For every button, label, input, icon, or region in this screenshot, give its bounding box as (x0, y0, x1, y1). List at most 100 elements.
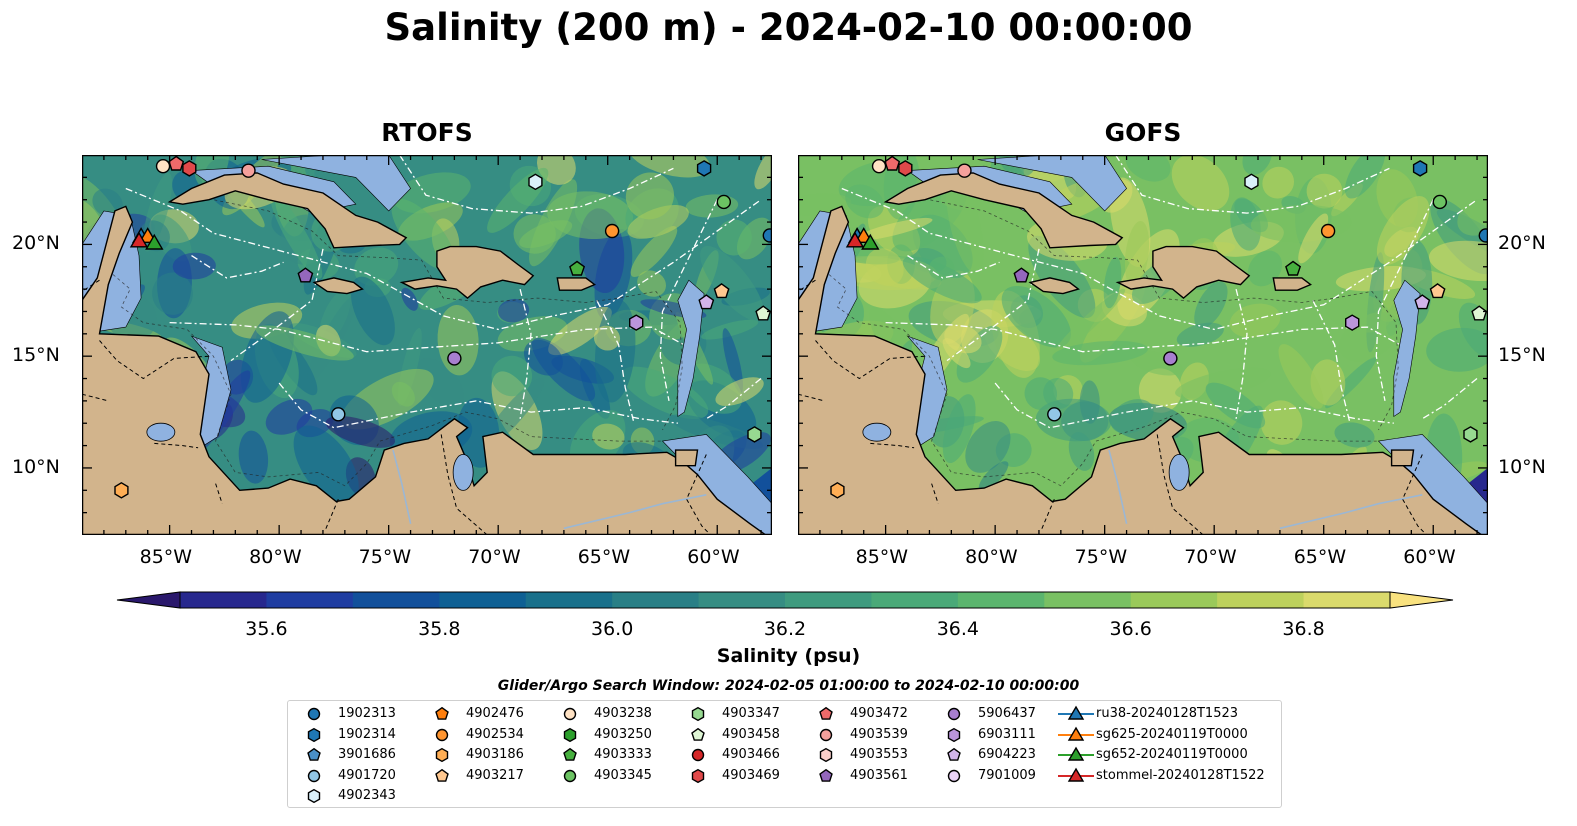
lon-tick-label: 85°W (855, 546, 909, 568)
legend-marker-icon (435, 706, 449, 720)
marker-4903458 (691, 727, 705, 741)
marker-4903217 (435, 768, 449, 782)
marker-4903539 (957, 163, 972, 178)
colorbar-label: Salinity (psu) (716, 645, 861, 667)
marker-4903469 (182, 160, 197, 177)
marker-1902314 (696, 160, 712, 177)
colorbar-segment (1044, 592, 1132, 608)
lat-tick-label: 10°N (1498, 455, 1546, 478)
colorbar-segment (871, 592, 959, 608)
marker-4903186 (114, 481, 129, 499)
colorbar-segment (612, 592, 700, 608)
legend-item-label: 4903553 (850, 747, 908, 762)
lat-tick-label: 15°N (12, 344, 60, 367)
map-panel-rtofs (82, 155, 772, 535)
marker-4903458 (755, 305, 772, 321)
map-panel-gofs (798, 155, 1488, 535)
marker-4902343 (1244, 173, 1259, 191)
legend-marker-icon (563, 747, 577, 761)
legend-marker-icon (947, 727, 961, 742)
legend-marker-icon (947, 707, 961, 721)
legend-marker-icon (819, 768, 833, 782)
marker-7901009 (947, 769, 961, 782)
legend-marker-icon (307, 727, 321, 742)
marker-4902534 (1320, 223, 1336, 239)
marker-4903238 (871, 158, 887, 174)
figure-title: Salinity (200 m) - 2024-02-10 00:00:00 (384, 6, 1193, 49)
lon-tick-label: 70°W (468, 546, 521, 568)
legend-marker-icon (947, 769, 961, 782)
marker-4903347 (691, 706, 705, 722)
marker-6903111 (1345, 314, 1360, 331)
colorbar-tick-label: 35.6 (245, 618, 288, 640)
marker-4903345 (716, 194, 732, 210)
marker-6904223 (698, 294, 715, 310)
marker-4903217 (1429, 283, 1446, 299)
marker-4903333 (569, 260, 586, 276)
marker-4903333 (1285, 260, 1302, 276)
legend-marker-icon (819, 728, 833, 741)
legend-marker-icon (1058, 726, 1094, 741)
legend-marker-icon (1058, 746, 1094, 761)
colorbar-extend-high (1389, 591, 1454, 609)
marker-4903539 (241, 163, 256, 178)
legend-marker-icon (691, 768, 705, 783)
marker-4903553 (819, 747, 833, 763)
legend-marker-icon (435, 768, 449, 782)
colorbar-tick-label: 36.4 (936, 618, 979, 640)
marker-1902313 (762, 228, 772, 243)
lon-tick-label: 65°W (1293, 546, 1347, 568)
colorbar-segment (785, 592, 872, 608)
colorbar-tick-label: 36.2 (763, 618, 807, 640)
legend-item-label: 3901686 (338, 747, 396, 762)
legend-marker-icon (691, 748, 705, 762)
marker-6904223 (1414, 294, 1431, 310)
marker-4903472 (819, 706, 833, 720)
legend-marker-icon (563, 769, 577, 782)
lon-tick-label: 75°W (358, 546, 412, 568)
marker-4903469 (898, 160, 913, 177)
legend-marker-icon (563, 727, 577, 742)
legend-marker-icon (1058, 767, 1094, 782)
legend-item-label: 1902314 (338, 726, 396, 742)
legend-item-label: sg652-20240119T0000 (1096, 747, 1248, 762)
marker-1902314 (307, 727, 321, 742)
legend-item-label: 7901009 (978, 767, 1036, 783)
legend-marker-icon (563, 707, 577, 721)
colorbar-segment (698, 592, 786, 608)
marker-1902314 (1412, 160, 1428, 177)
colorbar-tick-label: 35.8 (418, 618, 461, 640)
legend-item-label: 4903217 (466, 767, 524, 783)
colorbar-segment (1130, 592, 1218, 608)
marker-4903472 (168, 155, 185, 171)
colorbar-tick-label: 36.0 (590, 618, 634, 640)
marker-4903238 (563, 707, 577, 721)
marker-1902313 (1478, 228, 1488, 243)
lon-tick-label: 70°W (1184, 546, 1237, 568)
marker-6904223 (947, 747, 961, 761)
legend-item-label: 4902343 (338, 788, 396, 803)
colorbar-tick-label: 36.6 (1109, 618, 1152, 640)
marker-4901720 (307, 769, 321, 782)
legend-item-label: 4903472 (850, 706, 908, 721)
colorbar-extend-low (116, 591, 181, 609)
legend-item-label: 4902534 (466, 726, 524, 742)
marker-4903561 (297, 267, 314, 283)
legend-marker-icon (691, 727, 705, 741)
marker-4903347 (747, 426, 762, 443)
marker-sg625-20240119T0000 (1067, 726, 1085, 741)
marker-sg652-20240119T0000 (1067, 746, 1085, 761)
panel-title-gofs: GOFS (1104, 118, 1182, 147)
marker-4903250 (563, 727, 577, 742)
marker-4903333 (563, 747, 577, 761)
marker-4902534 (435, 728, 449, 741)
marker-4902343 (307, 788, 321, 804)
colorbar-segment (525, 592, 613, 608)
colorbar-segment (957, 592, 1045, 608)
marker-4903466 (691, 748, 705, 762)
colorbar-tick-label: 36.8 (1282, 618, 1325, 640)
marker-4903469 (691, 768, 705, 783)
marker-ru38-20240128T1523 (1067, 705, 1085, 720)
marker-4903458 (1471, 305, 1488, 321)
marker-3901686 (307, 747, 321, 761)
